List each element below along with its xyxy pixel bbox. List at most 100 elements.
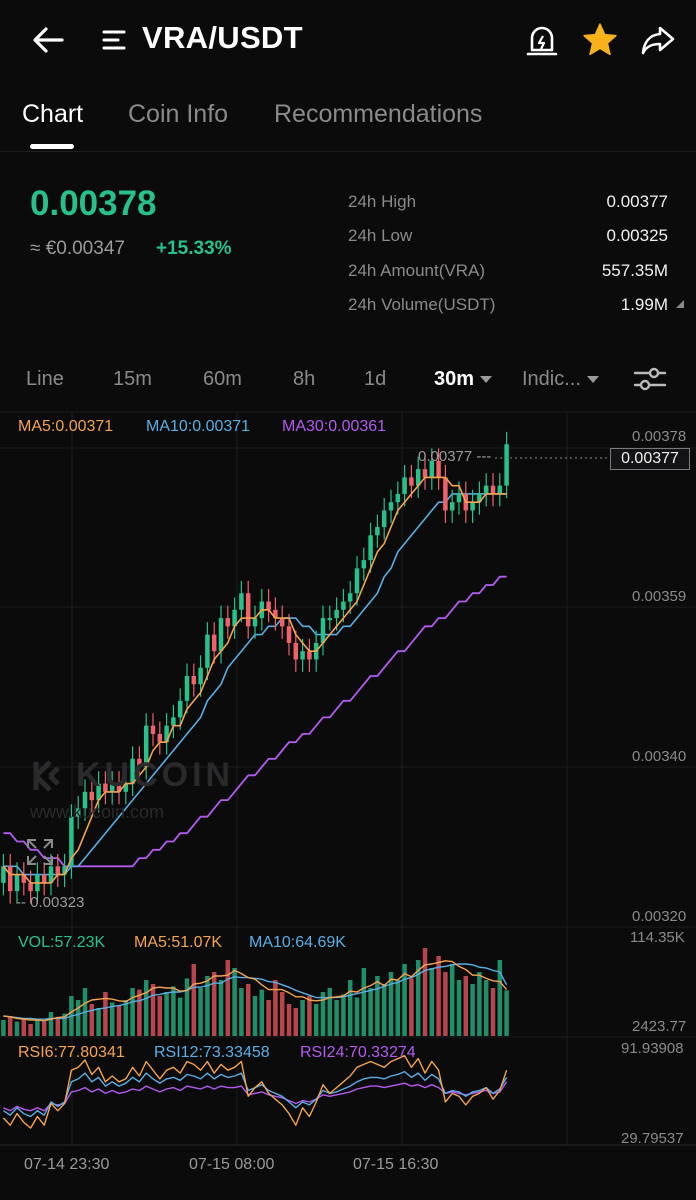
stat-label-24h-high: 24h High (348, 192, 417, 211)
stat-value-24h-volume: 1.99M (620, 295, 668, 314)
candle-body (388, 502, 394, 511)
volume-bar (103, 992, 108, 1036)
volume-bar (55, 1016, 61, 1036)
volume-bar (225, 960, 231, 1036)
ma5-line (2, 476, 507, 884)
price-axis-tick: 0.00359 (632, 588, 687, 605)
volume-bar (28, 1024, 33, 1036)
share-icon[interactable] (638, 20, 678, 60)
candle-body (300, 651, 305, 660)
tab-coin-info[interactable]: Coin Info (128, 100, 229, 128)
interval-15m[interactable]: 15m (113, 368, 152, 390)
candle-body (449, 502, 455, 511)
candle-body (82, 791, 88, 809)
fullscreen-icon[interactable] (24, 836, 56, 868)
candle-body (130, 758, 135, 784)
chart-settings-icon[interactable] (632, 364, 668, 394)
candle-body (504, 444, 509, 486)
volume-bar (96, 1008, 101, 1036)
candle-body (483, 485, 489, 494)
volume-bar (409, 978, 414, 1036)
candle-body (232, 609, 237, 627)
interval-8h[interactable]: 8h (293, 368, 316, 390)
interval-line[interactable]: Line (26, 368, 64, 390)
candle-body (89, 791, 95, 801)
price-alert-icon[interactable] (524, 20, 560, 60)
candle-body (327, 618, 333, 621)
volume-bar (422, 948, 428, 1036)
volume-bar (198, 988, 203, 1036)
candle-body (354, 568, 360, 594)
candle-body (456, 493, 462, 503)
price-chart[interactable] (0, 410, 696, 1200)
volume-bar (279, 992, 285, 1036)
volume-bar (463, 976, 469, 1036)
volume-bar (347, 980, 353, 1036)
candle-body (14, 874, 20, 892)
candle-body (157, 733, 163, 743)
candle-body (28, 882, 33, 892)
candle-body (1, 866, 6, 883)
candle-body (429, 460, 435, 478)
volume-bar (245, 984, 251, 1036)
volume-unit-toggle-icon[interactable] (676, 300, 684, 308)
candle-body (123, 783, 129, 792)
ma5-legend: MA5:0.00371 (18, 418, 114, 435)
volume-bar (48, 1012, 54, 1036)
candle-body (55, 866, 61, 875)
volume-bar (62, 1013, 67, 1036)
volume-bar (313, 1004, 319, 1036)
ma30-legend: MA30:0.00361 (282, 418, 387, 435)
volume-bar (143, 980, 149, 1036)
volume-bar (109, 1002, 115, 1036)
rsi24-legend: RSI24:70.33274 (300, 1044, 416, 1061)
favorite-star-icon[interactable] (580, 20, 620, 60)
candle-body (225, 618, 231, 627)
volume-bar (184, 978, 190, 1036)
ma5-polyline (2, 476, 507, 884)
volume-bar (171, 986, 176, 1036)
volume-bar (116, 1005, 122, 1036)
watermark-url: www.kucoin.com (30, 802, 165, 822)
volume-bar (35, 1020, 40, 1036)
volume-bar (429, 968, 435, 1036)
stat-value-24h-amount: 557.35M (601, 261, 668, 280)
tab-chart[interactable]: Chart (22, 100, 84, 128)
interval-bar: Line 15m 60m 8h 1d 30m Indic... (0, 356, 696, 404)
rsi-axis-tick: 91.93908 (621, 1040, 684, 1057)
volume-bar (239, 988, 244, 1036)
volume-bar (293, 1008, 299, 1036)
candle-body (368, 535, 373, 561)
volume-bar (354, 997, 360, 1036)
candle-body (150, 725, 156, 734)
pair-title[interactable]: VRA/USDT (142, 20, 303, 55)
volume-ma5-polyline (3, 960, 508, 1022)
interval-30m-dropdown[interactable]: 30m (434, 368, 493, 391)
volume-bar (211, 972, 217, 1036)
rsi24-polyline (3, 1081, 508, 1112)
volume-bar (252, 996, 258, 1036)
candle-body (422, 469, 428, 478)
last-price-tag: 0.00377 (610, 448, 690, 470)
candle-body (443, 477, 448, 511)
indicators-dropdown[interactable]: Indic... (522, 368, 599, 391)
volume-bar (75, 1000, 81, 1036)
volume-bar (7, 1016, 13, 1036)
interval-1d[interactable]: 1d (364, 368, 387, 390)
candle-body (375, 527, 380, 536)
pair-menu-icon[interactable] (100, 24, 130, 56)
interval-60m[interactable]: 60m (203, 368, 242, 390)
back-arrow-icon[interactable] (28, 22, 68, 58)
candle-body (436, 460, 441, 478)
price-change-percent: +15.33% (156, 238, 232, 259)
price-axis-tick: 0.00320 (632, 908, 687, 925)
volume-bar (395, 980, 401, 1036)
candle-body (293, 642, 299, 660)
tab-recommendations[interactable]: Recommendations (274, 100, 483, 128)
volume-bar (415, 960, 421, 1036)
volume-bar (218, 980, 224, 1036)
candle-body (347, 593, 353, 602)
candle-body (490, 485, 496, 494)
candle-body (395, 493, 401, 503)
candle-body (184, 676, 190, 701)
